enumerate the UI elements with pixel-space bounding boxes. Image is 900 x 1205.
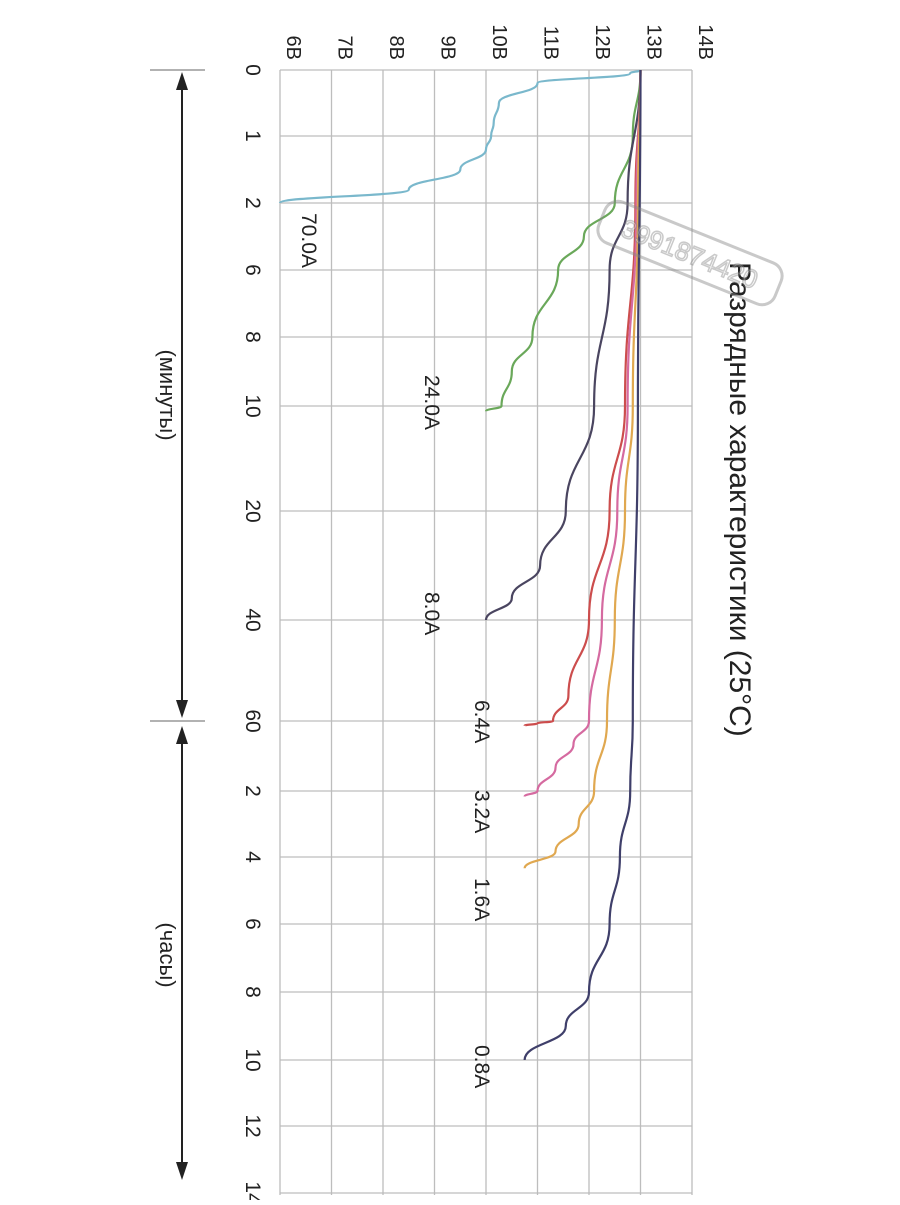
voltage-tick-label: 9В — [437, 36, 459, 60]
time-tick-label: 60 — [241, 709, 264, 732]
series-labels: 70.0A 24.0A 8.0A 6.4A 3.2A 1.6A 0.8A — [297, 213, 493, 1088]
series-label: 1.6A — [470, 878, 493, 921]
time-tick-label: 8 — [241, 986, 264, 998]
series-lines — [278, 68, 642, 1061]
voltage-tick-label: 6В — [282, 36, 304, 60]
time-tick-label: 6 — [241, 918, 264, 930]
time-tick-label: 40 — [241, 608, 264, 631]
time-tick-label: 1 — [241, 130, 264, 142]
series-line-1.6A — [523, 69, 642, 869]
grid — [279, 69, 693, 1195]
voltage-tick-label: 12В — [591, 24, 613, 60]
time-tick-label: 4 — [241, 851, 264, 863]
time-tick-label: 2 — [241, 785, 264, 797]
series-line-6.4A — [523, 69, 642, 727]
time-tick-label: 8 — [241, 331, 264, 343]
time-tick-label: 14 — [241, 1181, 264, 1200]
voltage-tick-label: 8В — [385, 36, 407, 60]
time-tick-label: 0 — [241, 64, 264, 76]
watermark: 3991874420 — [596, 199, 784, 307]
voltage-tick-label: 14В — [694, 24, 716, 60]
y-tick-labels: 6В 7В 8В 9В 10В 11В 12В 13В 14В — [282, 24, 716, 60]
series-label: 70.0A — [297, 213, 320, 268]
time-tick-label: 10 — [241, 394, 264, 417]
time-tick-label: 12 — [241, 1114, 264, 1137]
chart-title: Разрядные характеристики (25°C) — [723, 262, 756, 737]
time-tick-label: 6 — [241, 264, 264, 276]
voltage-tick-label: 7В — [334, 36, 356, 60]
series-label: 0.8A — [470, 1045, 493, 1088]
time-tick-label: 10 — [241, 1048, 264, 1071]
time-tick-label: 2 — [241, 197, 264, 209]
series-line-8.0A — [484, 69, 642, 621]
series-line-70.0A — [278, 68, 642, 205]
series-label: 6.4A — [470, 700, 493, 743]
minutes-label: (минуты) — [155, 349, 180, 440]
time-tick-label: 20 — [241, 499, 264, 522]
hours-label: (часы) — [155, 922, 180, 987]
minutes-range-arrow — [176, 72, 188, 718]
voltage-tick-label: 13В — [643, 24, 665, 60]
hours-range-arrow — [176, 726, 188, 1180]
series-line-0.8A — [523, 69, 642, 1061]
series-line-3.2A — [523, 69, 642, 798]
series-label: 24.0A — [420, 375, 443, 430]
series-label: 8.0A — [420, 592, 443, 635]
voltage-tick-label: 11В — [540, 26, 562, 60]
voltage-tick-label: 10В — [488, 24, 510, 60]
series-label: 3.2A — [470, 790, 493, 833]
